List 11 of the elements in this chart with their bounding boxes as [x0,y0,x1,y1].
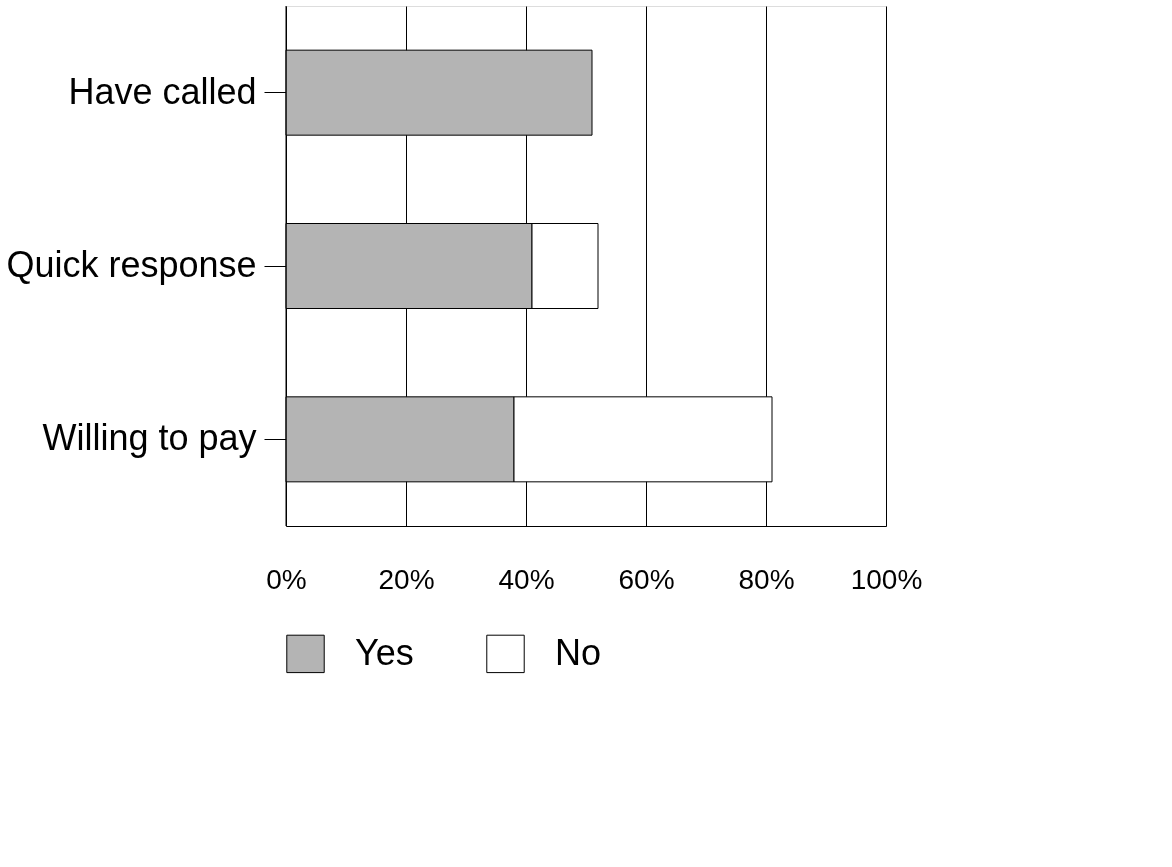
legend-label: No [555,631,602,673]
legend-label: Yes [355,631,414,673]
x-tick-label: 100% [850,563,923,595]
y-tick-label: Willing to pay [42,417,257,459]
x-tick-label: 80% [738,563,795,595]
x-tick-label: 40% [498,563,555,595]
x-tick-label: 0% [266,563,307,595]
y-tick-label: Have called [68,70,257,112]
y-tick-label: Quick response [6,244,257,285]
x-tick-label: 60% [618,563,675,595]
x-tick-label: 20% [378,563,435,595]
